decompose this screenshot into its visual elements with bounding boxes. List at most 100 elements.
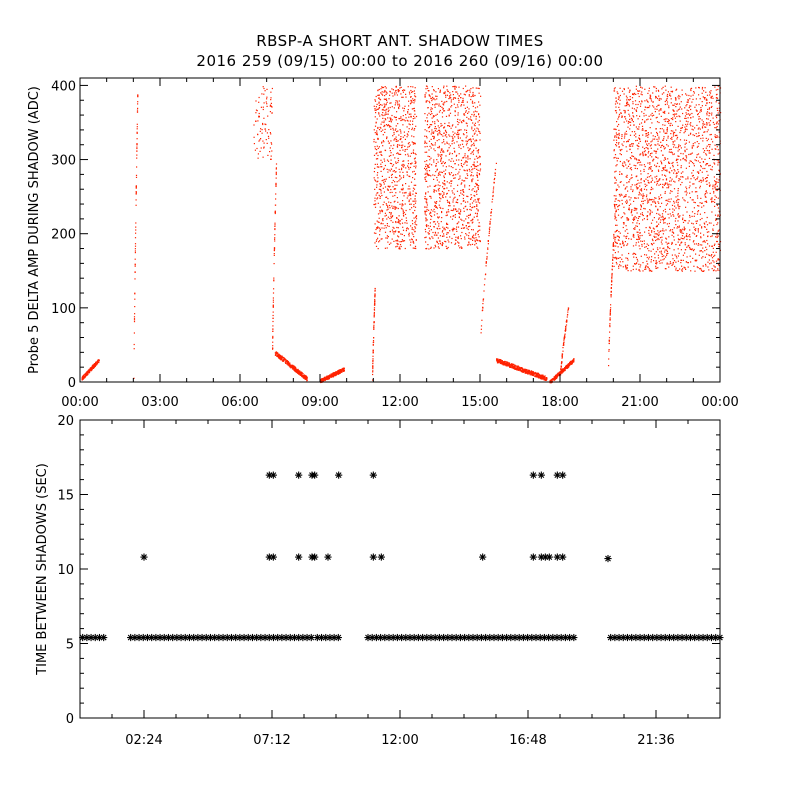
- interval-point: [537, 471, 545, 479]
- delta-amp-cluster-13: [608, 233, 615, 367]
- top-plot-frame: [79, 77, 721, 383]
- delta-amp-cluster-9: [480, 162, 497, 334]
- interval-point: [369, 471, 377, 479]
- top-x-tick-label: 18:00: [541, 395, 578, 410]
- bottom-plot-axes: 02:24 07:12 12:00 16:48 21:36 0 5 10 15 20 TIME BE…: [35, 414, 721, 748]
- baseline-point: [244, 633, 252, 642]
- interval-point: [529, 553, 537, 561]
- baseline-point: [265, 633, 273, 642]
- top-plot-axes: 00:00 03:00 06:00 09:00 12:00 15:00 18:00 21:00…: [27, 77, 739, 410]
- bottom-x-tick-label: 21:36: [637, 733, 674, 748]
- baseline-point: [202, 633, 210, 642]
- bottom-y-tick-label: 20: [57, 414, 74, 429]
- delta-amp-cluster-11: [549, 358, 575, 384]
- baseline-point: [657, 633, 665, 642]
- top-x-tick-label: 00:00: [701, 395, 738, 410]
- top-x-tick-label: 06:00: [221, 395, 258, 410]
- interval-point: [553, 553, 561, 561]
- baseline-band-3: [364, 633, 578, 642]
- baseline-point: [364, 633, 372, 642]
- baseline-point: [236, 633, 244, 642]
- top-y-tick-label: 400: [51, 79, 76, 94]
- interval-point: [377, 553, 385, 561]
- baseline-point: [452, 633, 460, 642]
- interval-point: [559, 553, 567, 561]
- baseline-point: [427, 633, 435, 642]
- bottom-y-tick-label: 5: [66, 638, 74, 653]
- top-y-tick-label: 100: [51, 302, 76, 317]
- bottom-x-tick-label: 12:00: [381, 733, 418, 748]
- delta-amp-cluster-5: [320, 367, 345, 384]
- delta-amp-cluster-0: [81, 359, 100, 381]
- baseline-point: [169, 633, 177, 642]
- baseline-point: [139, 633, 147, 642]
- interval-point: [295, 471, 303, 479]
- top-y-tick-label: 200: [51, 228, 76, 243]
- chart-subtitle: 2016 259 (09/15) 00:00 to 2016 260 (09/1…: [196, 52, 604, 70]
- baseline-band-2: [313, 633, 342, 642]
- baseline-point: [257, 633, 265, 642]
- interval-point: [140, 553, 148, 561]
- baseline-point: [570, 633, 578, 642]
- top-y-axis-label: Probe 5 DELTA AMP DURING SHADOW (ADC): [27, 86, 42, 374]
- baseline-point: [674, 633, 682, 642]
- interval-point: [604, 554, 612, 563]
- baseline-point: [431, 633, 439, 642]
- top-y-tick-label: 300: [51, 154, 76, 169]
- interval-point: [311, 553, 319, 561]
- baseline-point: [482, 633, 490, 642]
- interval-point: [545, 553, 553, 561]
- baseline-point: [503, 633, 511, 642]
- interval-point: [311, 471, 319, 479]
- interval-point: [369, 553, 377, 561]
- delta-amp-cluster-3: [272, 163, 278, 350]
- bottom-x-tick-label: 07:12: [253, 733, 290, 748]
- bottom-plot-frame: [79, 419, 721, 719]
- top-x-tick-label: 15:00: [461, 395, 498, 410]
- top-plot-marks: [81, 85, 722, 384]
- baseline-point: [511, 633, 519, 642]
- bottom-x-tick-label: 02:24: [125, 733, 162, 748]
- delta-amp-cluster-1: [133, 94, 139, 379]
- delta-amp-cluster-4: [274, 351, 308, 382]
- baseline-point: [240, 633, 248, 642]
- baseline-point: [619, 633, 627, 642]
- bottom-plot-marks: [79, 471, 724, 642]
- baseline-point: [536, 633, 544, 642]
- baseline-point: [194, 633, 202, 642]
- baseline-point: [148, 633, 156, 642]
- interval-point: [269, 553, 277, 561]
- baseline-band-1: [127, 633, 315, 642]
- baseline-point: [611, 633, 619, 642]
- interval-point: [479, 553, 487, 561]
- delta-amp-cluster-2: [253, 86, 273, 160]
- delta-amp-cluster-8: [424, 85, 482, 250]
- baseline-point: [456, 633, 464, 642]
- top-x-tick-label: 00:00: [61, 395, 98, 410]
- baseline-point: [286, 633, 294, 642]
- baseline-point: [330, 633, 338, 642]
- interval-point: [559, 471, 567, 479]
- bottom-y-axis-label: TIME BETWEEN SHADOWS (SEC): [35, 463, 50, 676]
- baseline-point: [406, 633, 414, 642]
- top-x-tick-label: 09:00: [301, 395, 338, 410]
- baseline-point: [83, 633, 91, 642]
- baseline-point: [545, 633, 553, 642]
- bottom-y-tick-label: 10: [57, 563, 74, 578]
- interval-point: [335, 471, 343, 479]
- bottom-y-tick-label: 15: [57, 489, 74, 504]
- baseline-point: [712, 633, 720, 642]
- baseline-point: [211, 633, 219, 642]
- top-x-tick-label: 03:00: [141, 395, 178, 410]
- top-y-tick-label: 0: [68, 376, 76, 391]
- baseline-point: [156, 633, 164, 642]
- baseline-point: [299, 633, 307, 642]
- baseline-band-0: [79, 633, 108, 642]
- baseline-point: [317, 633, 326, 642]
- baseline-point: [444, 633, 452, 642]
- bottom-x-tick-label: 16:48: [509, 733, 546, 748]
- bottom-y-tick-label: 0: [66, 712, 74, 727]
- delta-amp-cluster-10: [496, 358, 548, 381]
- baseline-point: [274, 633, 282, 642]
